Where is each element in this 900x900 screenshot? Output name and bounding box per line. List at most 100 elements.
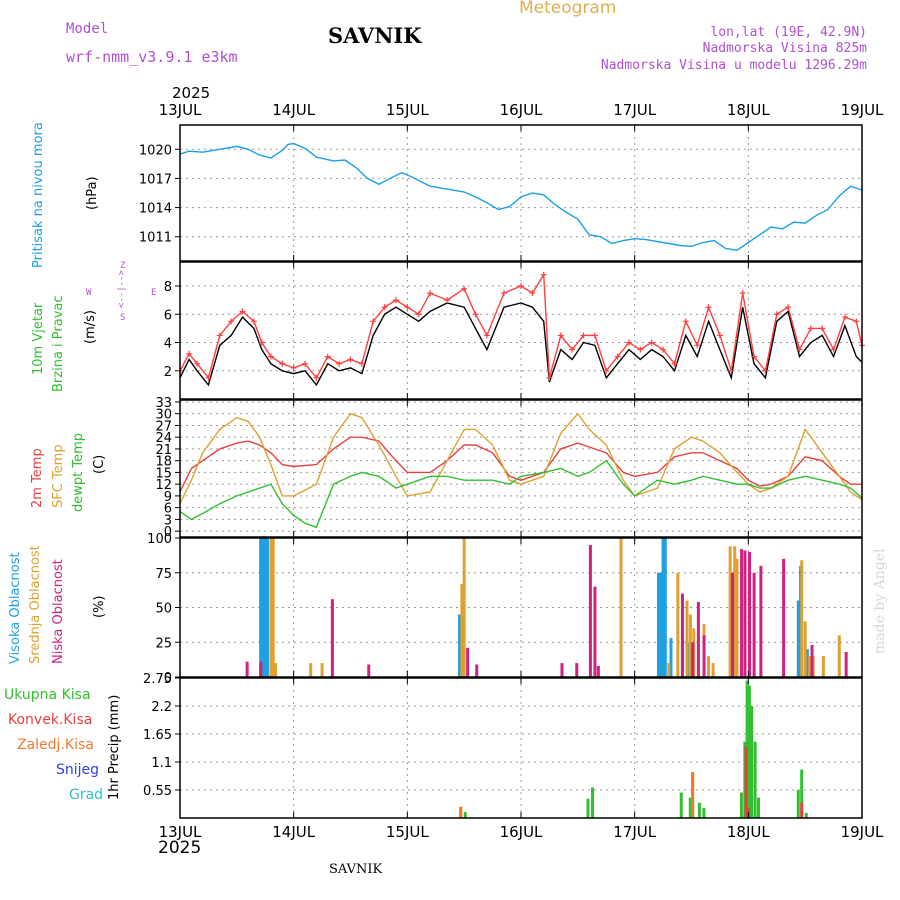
- bar-niska-oblacnost: [330, 599, 334, 677]
- gust-marker: [796, 346, 803, 353]
- bar-srednja-oblacnost: [309, 663, 313, 677]
- y-tick-label: 1017: [139, 172, 172, 187]
- gust-marker: [500, 290, 507, 297]
- gust-marker: [216, 332, 223, 339]
- bar-srednja-oblacnost: [711, 663, 715, 677]
- y-tick-label: 0.55: [143, 784, 172, 799]
- bar-ukupna-kisa: [747, 685, 751, 818]
- y-tick-label: 2.2: [151, 700, 172, 715]
- station-title: SAVNIK: [328, 23, 422, 48]
- compass-e: E: [151, 288, 157, 298]
- coords-label: lon,lat (19E, 42.9N): [710, 25, 867, 40]
- series-line-wind-speed: [179, 302, 863, 387]
- wind-unit: (m/s): [83, 310, 98, 344]
- gust-marker: [324, 353, 331, 360]
- gust-marker: [529, 290, 536, 297]
- bar-niska-oblacnost: [560, 663, 564, 677]
- y-tick-label: 18: [155, 455, 172, 470]
- bar-visoka-oblacnost: [659, 572, 663, 677]
- bar-niska-oblacnost: [743, 550, 747, 677]
- y-tick-label: 50: [155, 602, 172, 617]
- bar-srednja-oblacnost: [808, 656, 812, 677]
- x-tick-label-top: 14JUL: [272, 101, 315, 119]
- y-tick-label: 2.75: [143, 672, 172, 687]
- y-tick-label: 1.1: [151, 756, 172, 771]
- bar-niska-oblacnost: [575, 663, 579, 677]
- bar-niska-oblacnost: [702, 635, 706, 677]
- bar-niska-oblacnost: [752, 572, 756, 677]
- bar-niska-oblacnost: [475, 664, 479, 677]
- bar-srednja-oblacnost: [733, 546, 737, 677]
- bar-niska-oblacnost: [844, 651, 848, 677]
- series-line-2m-temp: [179, 436, 862, 493]
- bar-visoka-oblacnost: [669, 638, 673, 677]
- bar-visoka-oblacnost: [656, 572, 660, 677]
- gust-marker: [739, 290, 746, 297]
- gust-marker: [705, 304, 712, 311]
- y-tick-label: 12: [155, 478, 172, 493]
- precip-unit: 1hr Precip (mm): [107, 694, 122, 800]
- elevation-label: Nadmorska Visina 825m: [702, 41, 867, 56]
- y-tick-label: 1011: [139, 231, 172, 246]
- y-tick-label: 24: [155, 431, 172, 446]
- bar-niska-oblacnost: [810, 645, 814, 677]
- x-tick-label-bottom: 13JUL: [159, 823, 202, 841]
- gust-marker: [461, 285, 468, 292]
- bar-niska-oblacnost: [588, 544, 592, 677]
- panel-frame: [179, 677, 863, 819]
- bar-niska-oblacnost: [740, 549, 744, 677]
- bar-ukupna-kisa: [679, 792, 683, 818]
- x-tick-label-top: 16JUL: [500, 101, 543, 119]
- y-tick-label: 2: [164, 365, 172, 380]
- bar-srednja-oblacnost: [728, 546, 732, 677]
- y-tick-label: 27: [155, 419, 172, 434]
- y-tick-label: 100: [147, 532, 172, 547]
- cloud-unit: (%): [92, 595, 107, 619]
- bar-visoka-oblacnost: [796, 600, 800, 677]
- wind-legend-line2: Brzina i Pravac: [51, 295, 66, 392]
- bar-zaledj-kisa: [691, 772, 695, 818]
- footer-station: SAVNIK: [329, 862, 383, 877]
- chart-title: Meteogram: [519, 0, 617, 18]
- temp-legend-sfc: SFC Temp: [51, 444, 66, 508]
- bar-ukupna-kisa: [463, 811, 467, 818]
- bar-niska-oblacnost: [466, 647, 470, 677]
- cloud-legend-low: Niska Oblacnost: [51, 559, 66, 664]
- y-tick-label: 1.65: [143, 728, 172, 743]
- compass-s: S: [120, 313, 126, 323]
- gust-marker: [830, 346, 837, 353]
- precip-legend-strat: Zaledj.Kisa: [17, 737, 94, 753]
- compass-w: W: [86, 288, 92, 298]
- gust-marker: [258, 339, 265, 346]
- bar-visoka-oblacnost: [458, 614, 462, 677]
- x-tick-label-top: 18JUL: [727, 101, 770, 119]
- year-top: 2025: [172, 84, 211, 102]
- compass-arrows: <--|-->: [117, 270, 127, 308]
- y-tick-label: 1014: [139, 202, 172, 217]
- gust-marker: [205, 374, 212, 381]
- gust-marker: [751, 353, 758, 360]
- y-tick-label: 9: [164, 490, 172, 505]
- bar-niska-oblacnost: [696, 601, 700, 677]
- series-line-sfc-temp: [179, 412, 863, 505]
- bar-srednja-oblacnost: [688, 614, 692, 677]
- x-tick-label-bottom: 18JUL: [727, 823, 770, 841]
- bar-ukupna-kisa: [702, 807, 706, 818]
- precip-legend-snow: Snijeg: [56, 762, 100, 778]
- gust-marker: [580, 332, 587, 339]
- gust-marker: [671, 360, 678, 367]
- bar-niska-oblacnost: [759, 565, 763, 677]
- bar-srednja-oblacnost: [821, 656, 825, 677]
- gust-marker: [785, 304, 792, 311]
- bar-niska-oblacnost: [245, 661, 249, 677]
- temp-legend-2m: 2m Temp: [30, 448, 45, 508]
- gust-marker: [648, 339, 655, 346]
- gust-marker: [546, 374, 553, 381]
- bar-ukupna-kisa: [591, 787, 595, 818]
- gust-marker: [518, 283, 524, 290]
- gust-marker: [381, 304, 388, 311]
- bar-niska-oblacnost: [691, 642, 695, 677]
- bar-visoka-oblacnost: [661, 538, 665, 677]
- bar-ukupna-kisa: [757, 797, 760, 818]
- bar-srednja-oblacnost: [707, 656, 711, 677]
